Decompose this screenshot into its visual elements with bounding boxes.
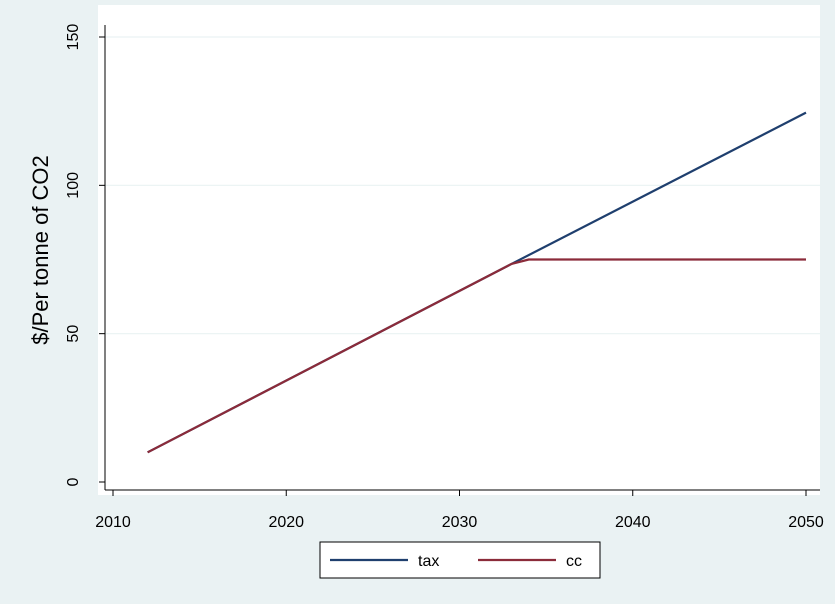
tick-marks: 0 50 100 150 2010 2020 2030 2040 2050: [65, 24, 824, 531]
x-tick-label: 2010: [95, 514, 131, 531]
y-tick-label: 0: [65, 477, 82, 486]
legend-label-cc: cc: [566, 553, 582, 570]
y-tick-label: 100: [65, 172, 82, 199]
x-tick-label: 2040: [615, 514, 651, 531]
x-tick-label: 2050: [788, 514, 824, 531]
grid-lines: [105, 36, 820, 335]
legend-label-tax: tax: [418, 553, 439, 570]
series-lines: [147, 111, 807, 454]
legend: tax cc: [319, 541, 601, 579]
x-tick-label: 2030: [442, 514, 478, 531]
y-tick-label: 150: [65, 24, 82, 51]
y-tick-label: 50: [65, 325, 82, 343]
y-axis-label: $/Per tonne of CO2: [28, 155, 53, 345]
series-line-cc: [147, 258, 806, 454]
x-tick-label: 2020: [268, 514, 304, 531]
axes: [104, 25, 820, 491]
plot-area: [98, 5, 820, 495]
